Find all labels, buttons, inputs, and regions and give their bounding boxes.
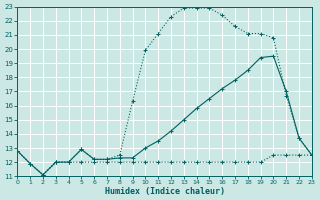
X-axis label: Humidex (Indice chaleur): Humidex (Indice chaleur)	[105, 187, 225, 196]
